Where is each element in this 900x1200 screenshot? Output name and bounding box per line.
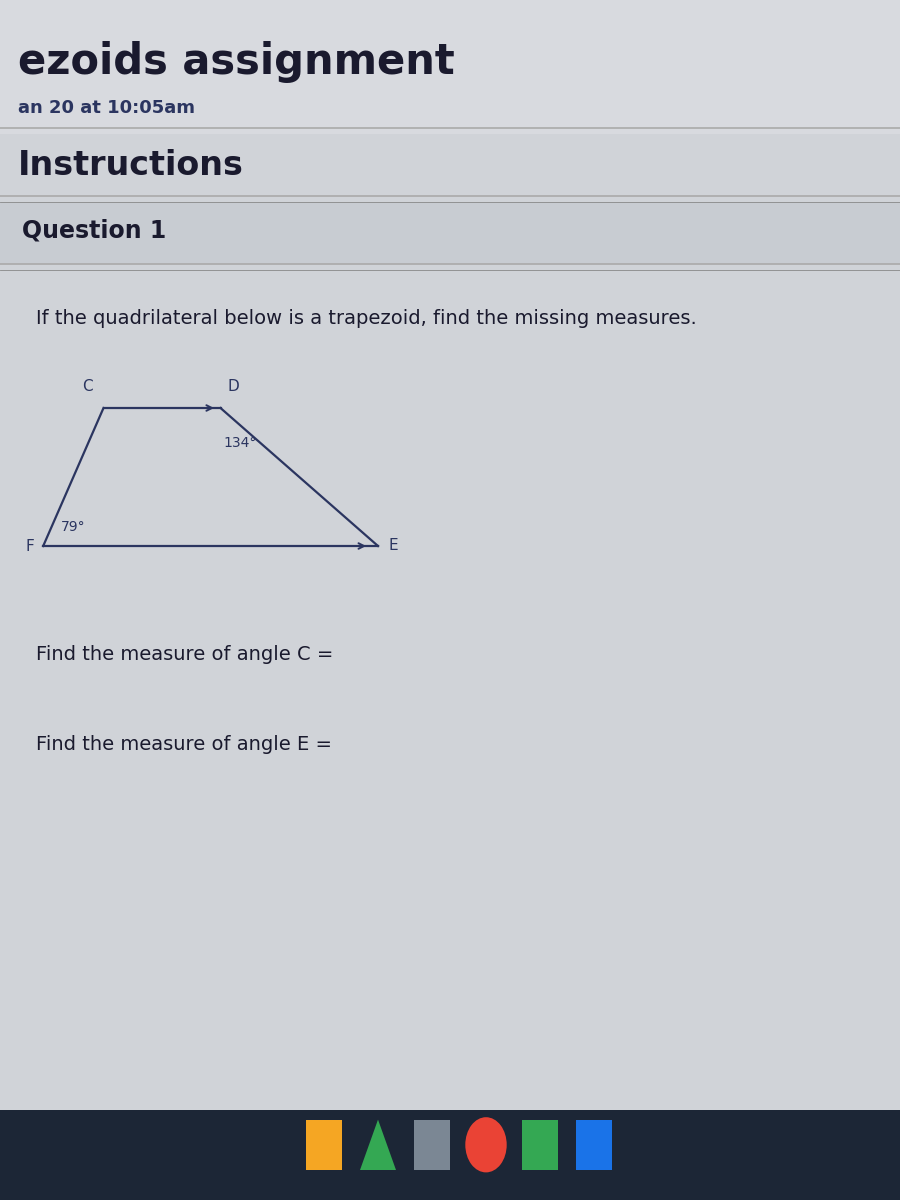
Text: D: D — [228, 378, 239, 394]
Text: F: F — [25, 539, 34, 553]
Text: ezoids assignment: ezoids assignment — [18, 41, 454, 84]
Bar — [306, 1120, 342, 1170]
Text: Find the measure of angle C =: Find the measure of angle C = — [36, 644, 333, 664]
Text: Question 1: Question 1 — [22, 218, 166, 242]
Text: Instructions: Instructions — [18, 149, 244, 182]
Bar — [576, 1120, 612, 1170]
Text: 134°: 134° — [223, 436, 256, 450]
Polygon shape — [360, 1120, 396, 1170]
Text: E: E — [389, 539, 399, 553]
Bar — [0, 202, 900, 264]
Circle shape — [465, 1117, 507, 1172]
Bar — [0, 0, 900, 134]
Text: If the quadrilateral below is a trapezoid, find the missing measures.: If the quadrilateral below is a trapezoi… — [36, 308, 697, 328]
Bar — [522, 1120, 558, 1170]
Text: Find the measure of angle E =: Find the measure of angle E = — [36, 734, 332, 754]
Bar — [0, 1110, 900, 1200]
Text: an 20 at 10:05am: an 20 at 10:05am — [18, 98, 195, 116]
Text: C: C — [82, 378, 93, 394]
Bar — [414, 1120, 450, 1170]
Text: 79°: 79° — [61, 520, 86, 534]
